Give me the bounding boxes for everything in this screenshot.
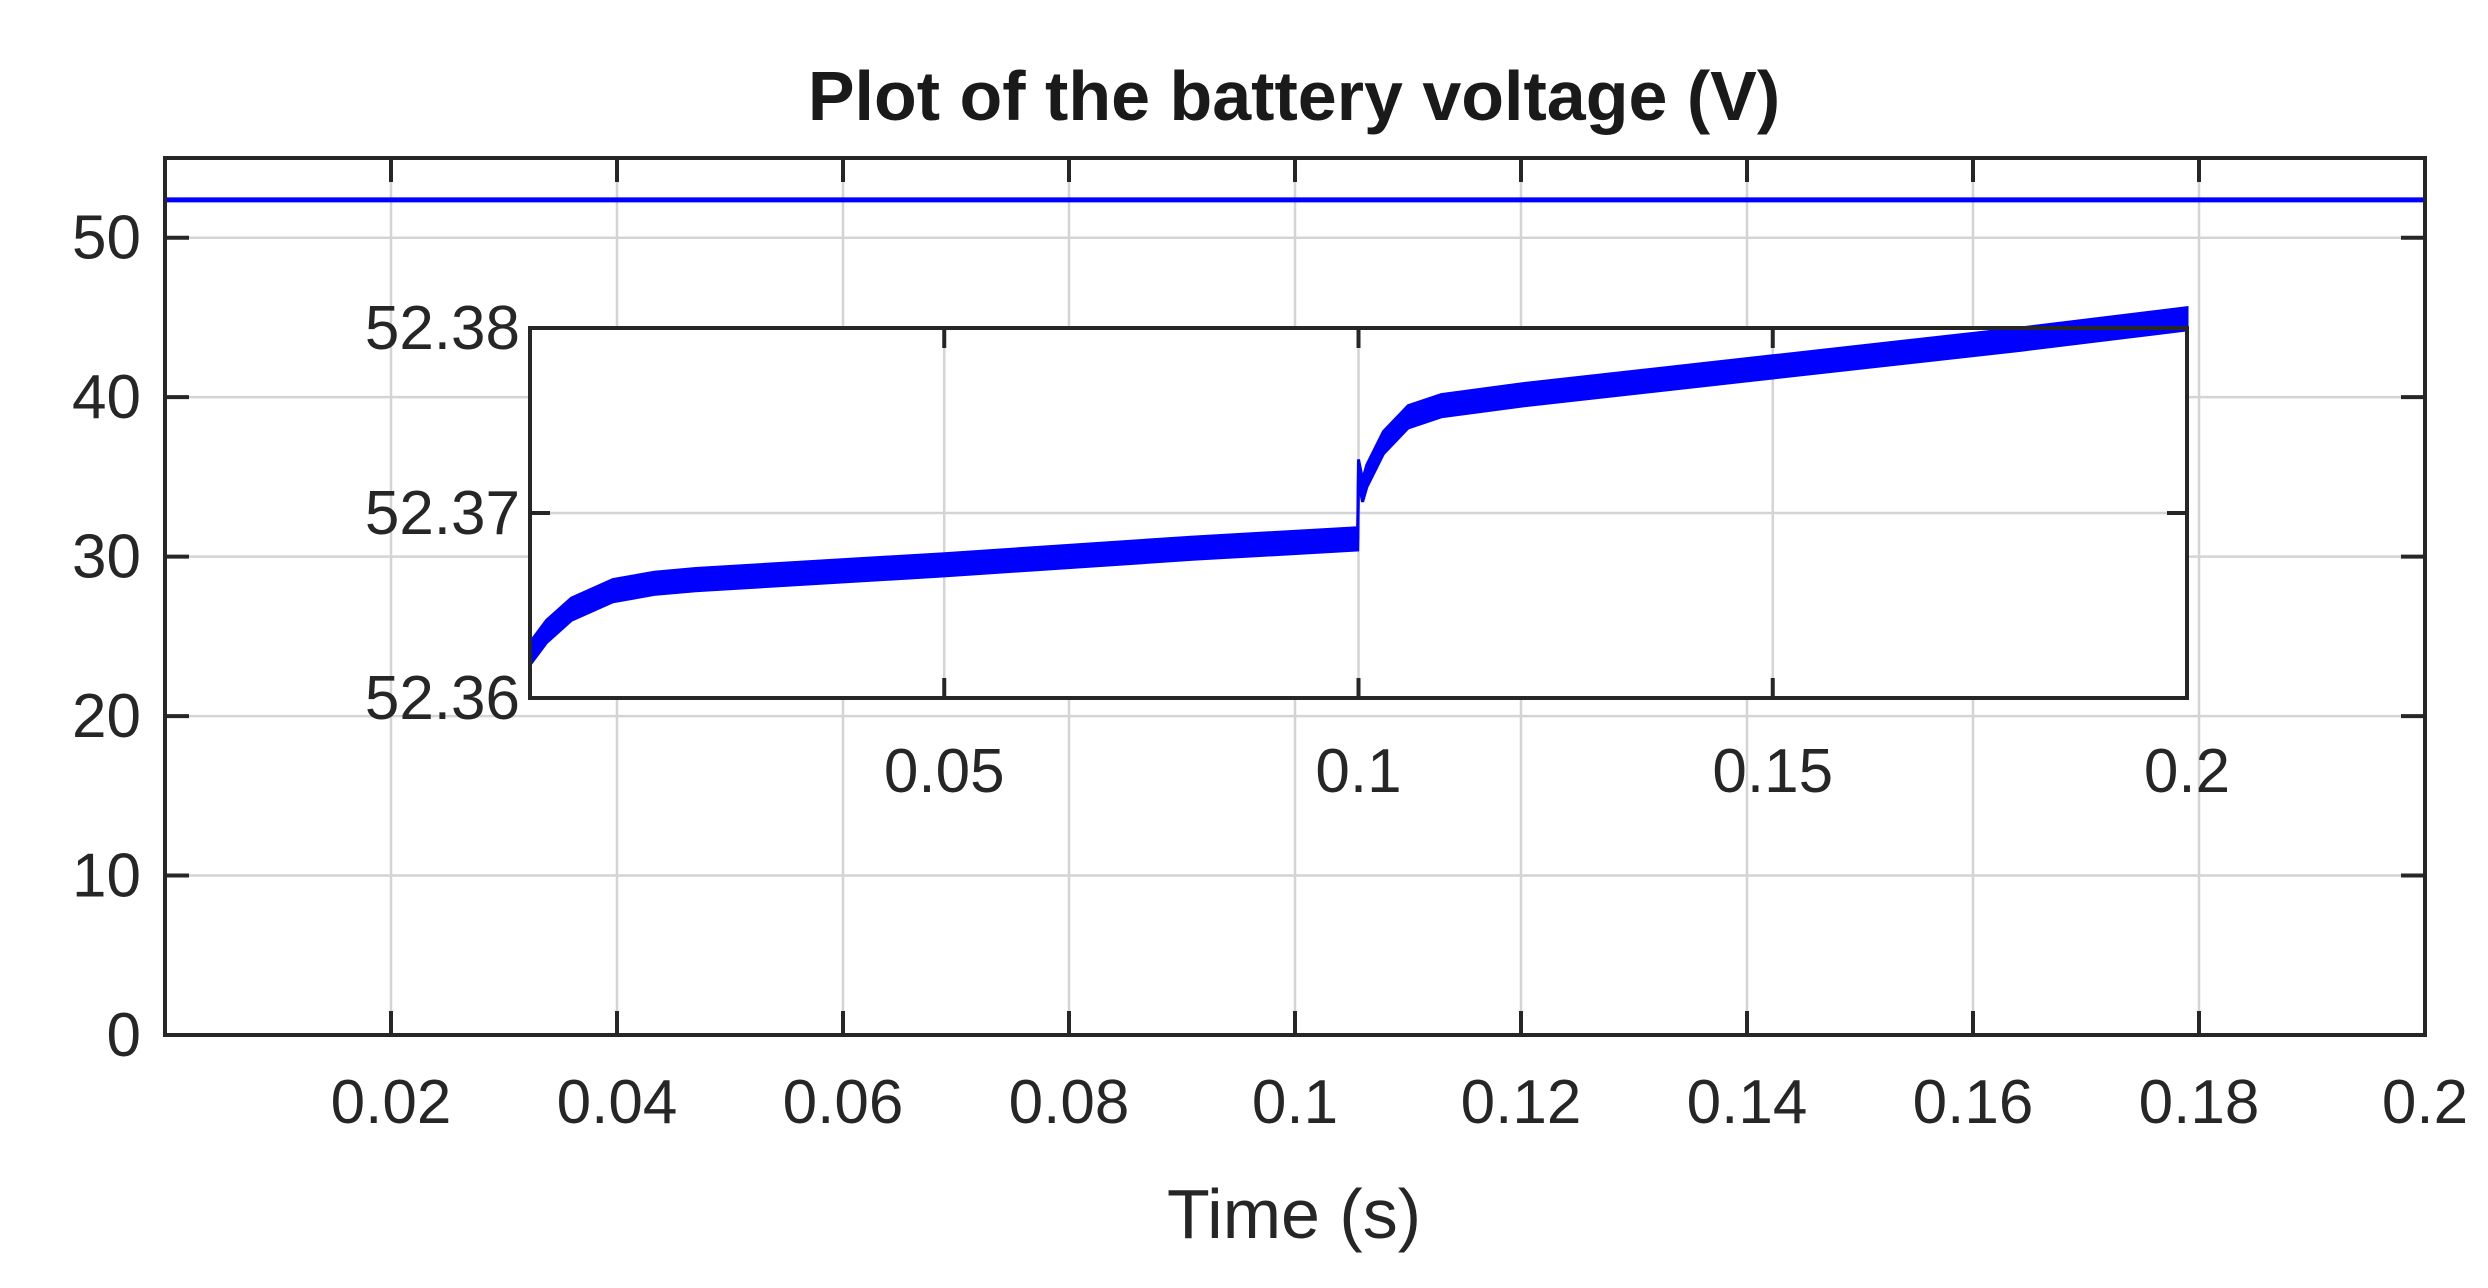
main-x-tick-label: 0.02	[331, 1068, 452, 1137]
main-x-tick-label: 0.12	[1461, 1068, 1582, 1137]
main-x-tick-label: 0.2	[2382, 1068, 2468, 1137]
main-x-tick-label: 0.18	[2139, 1068, 2260, 1137]
inset-axes: 0.05 0.1 0.15 0.2 52.36 52.37 52.38	[365, 294, 2230, 806]
inset-x-tick-label: 0.15	[1712, 737, 1833, 806]
inset-y-tick-label: 52.38	[365, 294, 520, 363]
main-y-tick-label: 30	[72, 523, 141, 592]
inset-y-tick-label: 52.36	[365, 664, 520, 733]
inset-x-tick-label: 0.2	[2144, 737, 2230, 806]
x-axis-label: Time (s)	[1167, 1175, 1421, 1253]
main-y-tick-label: 50	[72, 204, 141, 273]
inset-y-tick-label: 52.37	[365, 479, 520, 548]
chart-title: Plot of the battery voltage (V)	[808, 57, 1780, 135]
main-x-tick-label: 0.04	[557, 1068, 678, 1137]
main-x-tick-label: 0.06	[783, 1068, 904, 1137]
inset-series-line	[528, 317, 2188, 655]
inset-x-tick-label: 0.1	[1315, 737, 1401, 806]
main-y-tick-label: 20	[72, 682, 141, 751]
main-y-tick-label: 0	[107, 1001, 141, 1070]
main-x-tick-label: 0.1	[1252, 1068, 1338, 1137]
main-x-tick-label: 0.08	[1009, 1068, 1130, 1137]
main-x-tick-label: 0.16	[1913, 1068, 2034, 1137]
main-y-tick-label: 40	[72, 363, 141, 432]
main-x-tick-label: 0.14	[1687, 1068, 1808, 1137]
main-y-tick-label: 10	[72, 842, 141, 911]
inset-x-tick-label: 0.05	[884, 737, 1005, 806]
